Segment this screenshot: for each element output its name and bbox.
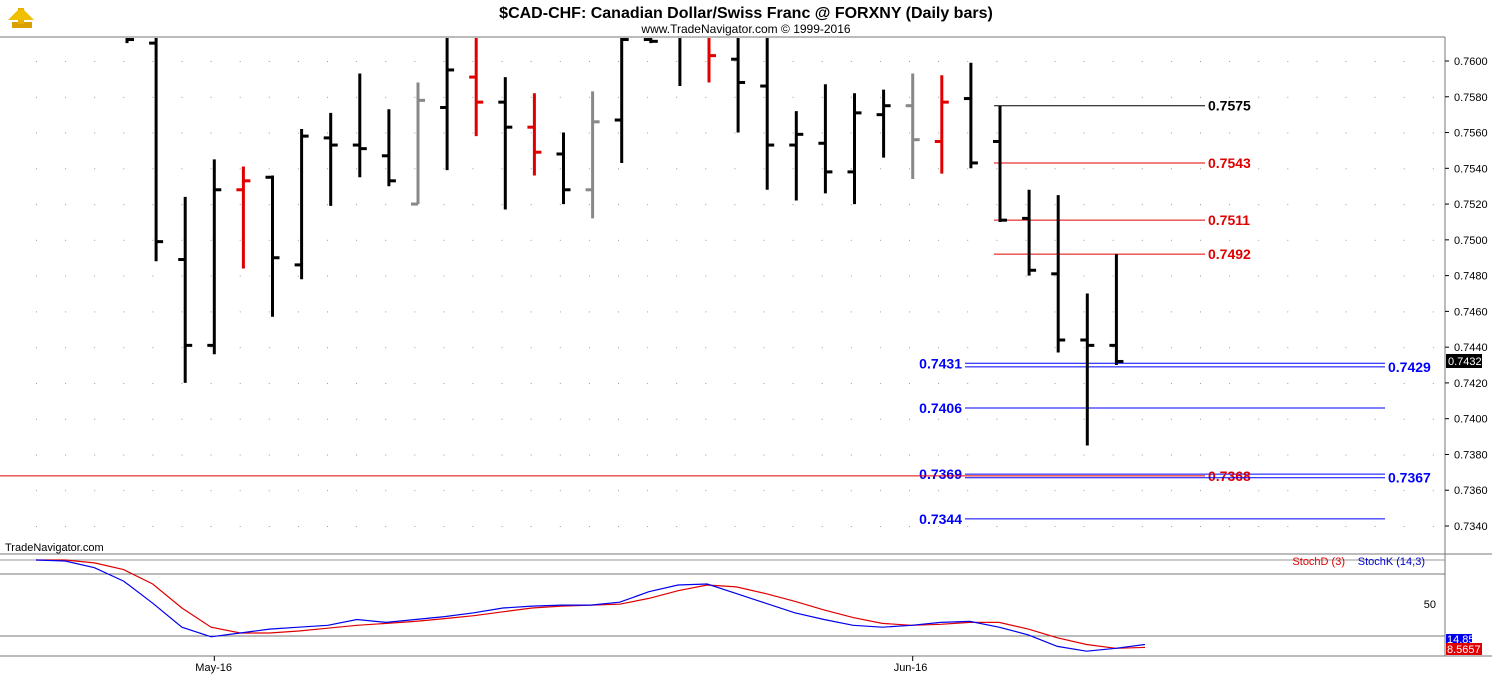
price-pane: 0.7600 0.7580 0.7560 0.7540 0.7520 0.7500 0.74… (0, 36, 1488, 554)
y-tick-label: 0.7460 (1454, 306, 1488, 318)
ohlc-bar (847, 93, 862, 205)
ohlc-bar (1080, 293, 1095, 446)
level-label: 0.7511 (1208, 212, 1250, 228)
stoch-tick-50: 50 (1424, 599, 1436, 611)
y-tick-label: 0.7400 (1454, 414, 1488, 426)
ohlc-bar (207, 159, 222, 355)
ohlc-bar (585, 91, 600, 219)
ohlc-bar (614, 38, 629, 163)
chart-subtitle: www.TradeNavigator.com © 1999-2016 (640, 22, 850, 36)
last-price-label: 0.7432 (1448, 356, 1482, 368)
y-tick-label: 0.7580 (1454, 92, 1488, 104)
y-tick-label: 0.7600 (1454, 56, 1488, 68)
level-label: 0.7429 (1388, 359, 1431, 375)
ohlc-bar (236, 166, 251, 269)
chart-title: $CAD-CHF: Canadian Dollar/Swiss Franc @ … (499, 5, 993, 22)
level-label: 0.7344 (919, 511, 962, 527)
y-tick-label: 0.7500 (1454, 235, 1488, 247)
price-bars (125, 38, 1124, 446)
ohlc-bar (905, 73, 920, 180)
price-levels: 0.7575 0.7543 0.7511 0.7492 0.7431 0.7429 0.74… (0, 98, 1431, 527)
y-tick-label: 0.7520 (1454, 199, 1488, 211)
app-logo-icon (8, 8, 34, 28)
y-tick-label: 0.7380 (1454, 449, 1488, 461)
level-label: 0.7406 (919, 400, 962, 416)
ohlc-bar (1051, 195, 1066, 353)
ohlc-bar (1109, 254, 1124, 366)
ohlc-bar (818, 84, 833, 194)
ohlc-bar (411, 82, 425, 206)
x-axis: May-16 Jun-16 (195, 656, 927, 674)
price-grid (36, 61, 1434, 527)
ohlc-bar (323, 112, 338, 206)
level-label: 0.7369 (919, 466, 962, 482)
header-band (0, 0, 1492, 36)
level-label: 0.7367 (1388, 470, 1431, 486)
y-tick-label: 0.7340 (1454, 521, 1488, 533)
ohlc-bar (381, 109, 396, 187)
x-tick-label: May-16 (195, 662, 232, 674)
ohlc-bar (643, 38, 658, 44)
y-tick-label: 0.7480 (1454, 271, 1488, 283)
stoch-d-line (36, 559, 1146, 649)
level-label: 0.7431 (919, 355, 962, 371)
level-label: 0.7368 (1208, 468, 1251, 484)
ohlc-bar (993, 105, 1007, 222)
stoch-pane: 50 StochD (3) StochK (14,3) 14.85 8.5657 (0, 553, 1492, 657)
y-tick-label: 0.7420 (1454, 378, 1488, 390)
ohlc-bar (789, 111, 804, 201)
level-label: 0.7575 (1208, 98, 1251, 114)
stoch-d-last: 8.5657 (1447, 644, 1481, 656)
ohlc-bar (265, 175, 280, 317)
y-tick-label: 0.7440 (1454, 342, 1488, 354)
price-y-axis: 0.7600 0.7580 0.7560 0.7540 0.7520 0.7500 0.74… (1445, 56, 1488, 533)
level-label: 0.7492 (1208, 246, 1251, 262)
ohlc-bar (731, 38, 746, 133)
ohlc-bar (707, 38, 716, 83)
ohlc-bar (760, 38, 775, 190)
ohlc-bar (934, 75, 949, 174)
stoch-d-legend: StochD (3) (1292, 556, 1345, 568)
y-tick-label: 0.7560 (1454, 128, 1488, 140)
ohlc-bar (178, 196, 193, 383)
ohlc-bar (352, 73, 367, 178)
ohlc-bar (149, 38, 164, 262)
ohlc-bar (876, 89, 891, 158)
ohlc-bar (294, 128, 309, 280)
ohlc-bar (963, 62, 978, 169)
ohlc-bar (556, 132, 571, 205)
stoch-k-line (35, 559, 1146, 652)
level-label: 0.7543 (1208, 155, 1251, 171)
ohlc-bar (498, 77, 513, 210)
ohlc-bar (527, 93, 542, 176)
ohlc-bar (125, 38, 134, 44)
last-price-marker: 0.7432 (1446, 354, 1482, 368)
stoch-k-legend: StochK (14,3) (1358, 556, 1425, 568)
watermark-label: TradeNavigator.com (5, 542, 104, 554)
ohlc-bar (440, 38, 455, 171)
y-tick-label: 0.7540 (1454, 163, 1488, 175)
ohlc-bar (469, 38, 484, 137)
x-tick-label: Jun-16 (894, 662, 928, 674)
y-tick-label: 0.7360 (1454, 485, 1488, 497)
ohlc-bar (1022, 189, 1037, 276)
